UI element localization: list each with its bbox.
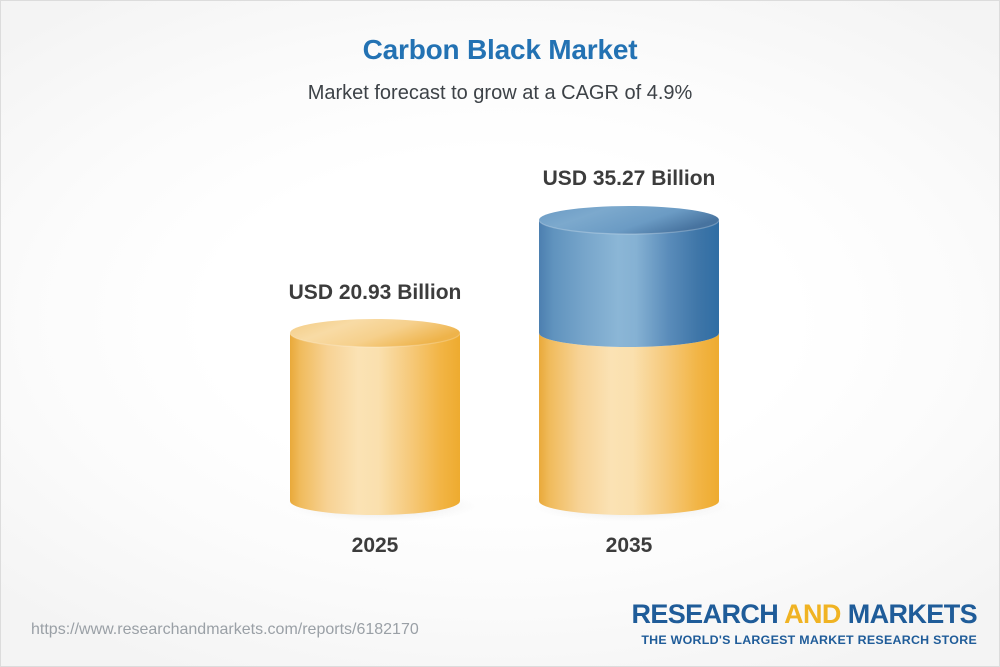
bar-2035-cylinder[interactable]: [538, 206, 720, 515]
chart-header: Carbon Black Market Market forecast to g…: [1, 34, 999, 105]
logo-text-and: AND: [784, 599, 841, 629]
research-and-markets-logo[interactable]: RESEARCH AND MARKETS THE WORLD'S LARGEST…: [631, 601, 977, 647]
logo-text-research: RESEARCH: [631, 599, 785, 629]
bar-2025-cylinder[interactable]: [289, 319, 461, 515]
logo-tagline: THE WORLD'S LARGEST MARKET RESEARCH STOR…: [641, 633, 977, 647]
page-title: Carbon Black Market: [362, 34, 638, 65]
logo-text-markets: MARKETS: [840, 599, 978, 629]
bar-2035-value-label: USD 35.27 Billion: [542, 167, 716, 190]
report-url-link[interactable]: https://www.researchandmarkets.com/repor…: [31, 621, 419, 638]
chart-subtitle: Market forecast to grow at a CAGR of 4.9…: [307, 81, 693, 104]
logo-wordmark: RESEARCH AND MARKETS: [631, 601, 977, 628]
bar-2035-category-label: 2035: [605, 534, 653, 557]
bar-2025-value-label: USD 20.93 Billion: [288, 281, 462, 304]
bar-2025-category-label: 2025: [351, 534, 399, 557]
